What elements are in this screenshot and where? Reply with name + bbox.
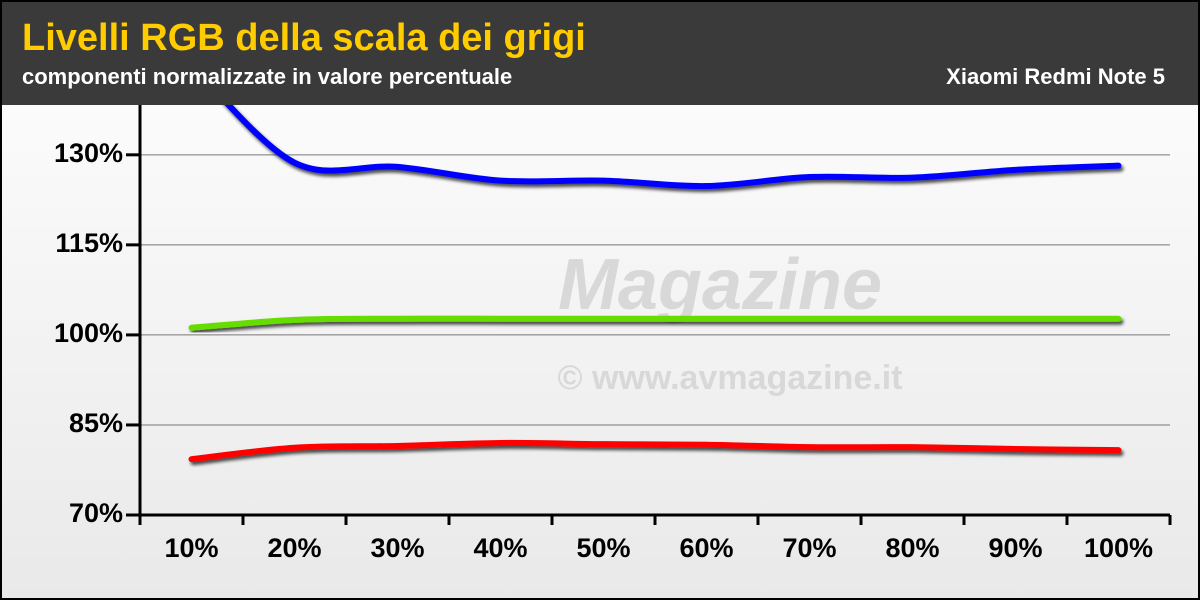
x-tick-label: 90%: [988, 533, 1042, 563]
x-tick-label: 10%: [164, 533, 218, 563]
x-tick-label: 20%: [267, 533, 321, 563]
series-line: [224, 105, 1122, 190]
series-line: [188, 315, 1122, 331]
y-tick-label: 70%: [69, 498, 123, 528]
y-tick-label: 85%: [69, 408, 123, 438]
x-tick-label: 30%: [370, 533, 424, 563]
header: [0, 0, 1200, 105]
series-line: [188, 439, 1122, 463]
lines: [188, 105, 1122, 463]
subtitle: componenti normalizzate in valore percen…: [22, 64, 512, 89]
watermark: Magazine: [558, 245, 882, 325]
x-tick-label: 100%: [1084, 533, 1153, 563]
x-tick-label: 50%: [576, 533, 630, 563]
y-tick-label: 100%: [54, 318, 123, 348]
source: Xiaomi Redmi Note 5: [946, 64, 1165, 89]
x-tick-label: 80%: [885, 533, 939, 563]
axes: 70% 85% 100% 115% 130% 10% 20% 30% 40% 50% 60% 70% 8…: [54, 105, 1172, 563]
x-tick-label: 70%: [782, 533, 836, 563]
grid: [140, 154, 1170, 516]
chart-title: Livelli RGB della scala dei grigi: [22, 17, 586, 59]
watermark-url: © www.avmagazine.it: [558, 359, 903, 397]
x-tick-label: 60%: [679, 533, 733, 563]
y-tick-label: 115%: [55, 228, 123, 258]
x-tick-label: 40%: [473, 533, 527, 563]
y-tick-label: 130%: [54, 138, 123, 168]
